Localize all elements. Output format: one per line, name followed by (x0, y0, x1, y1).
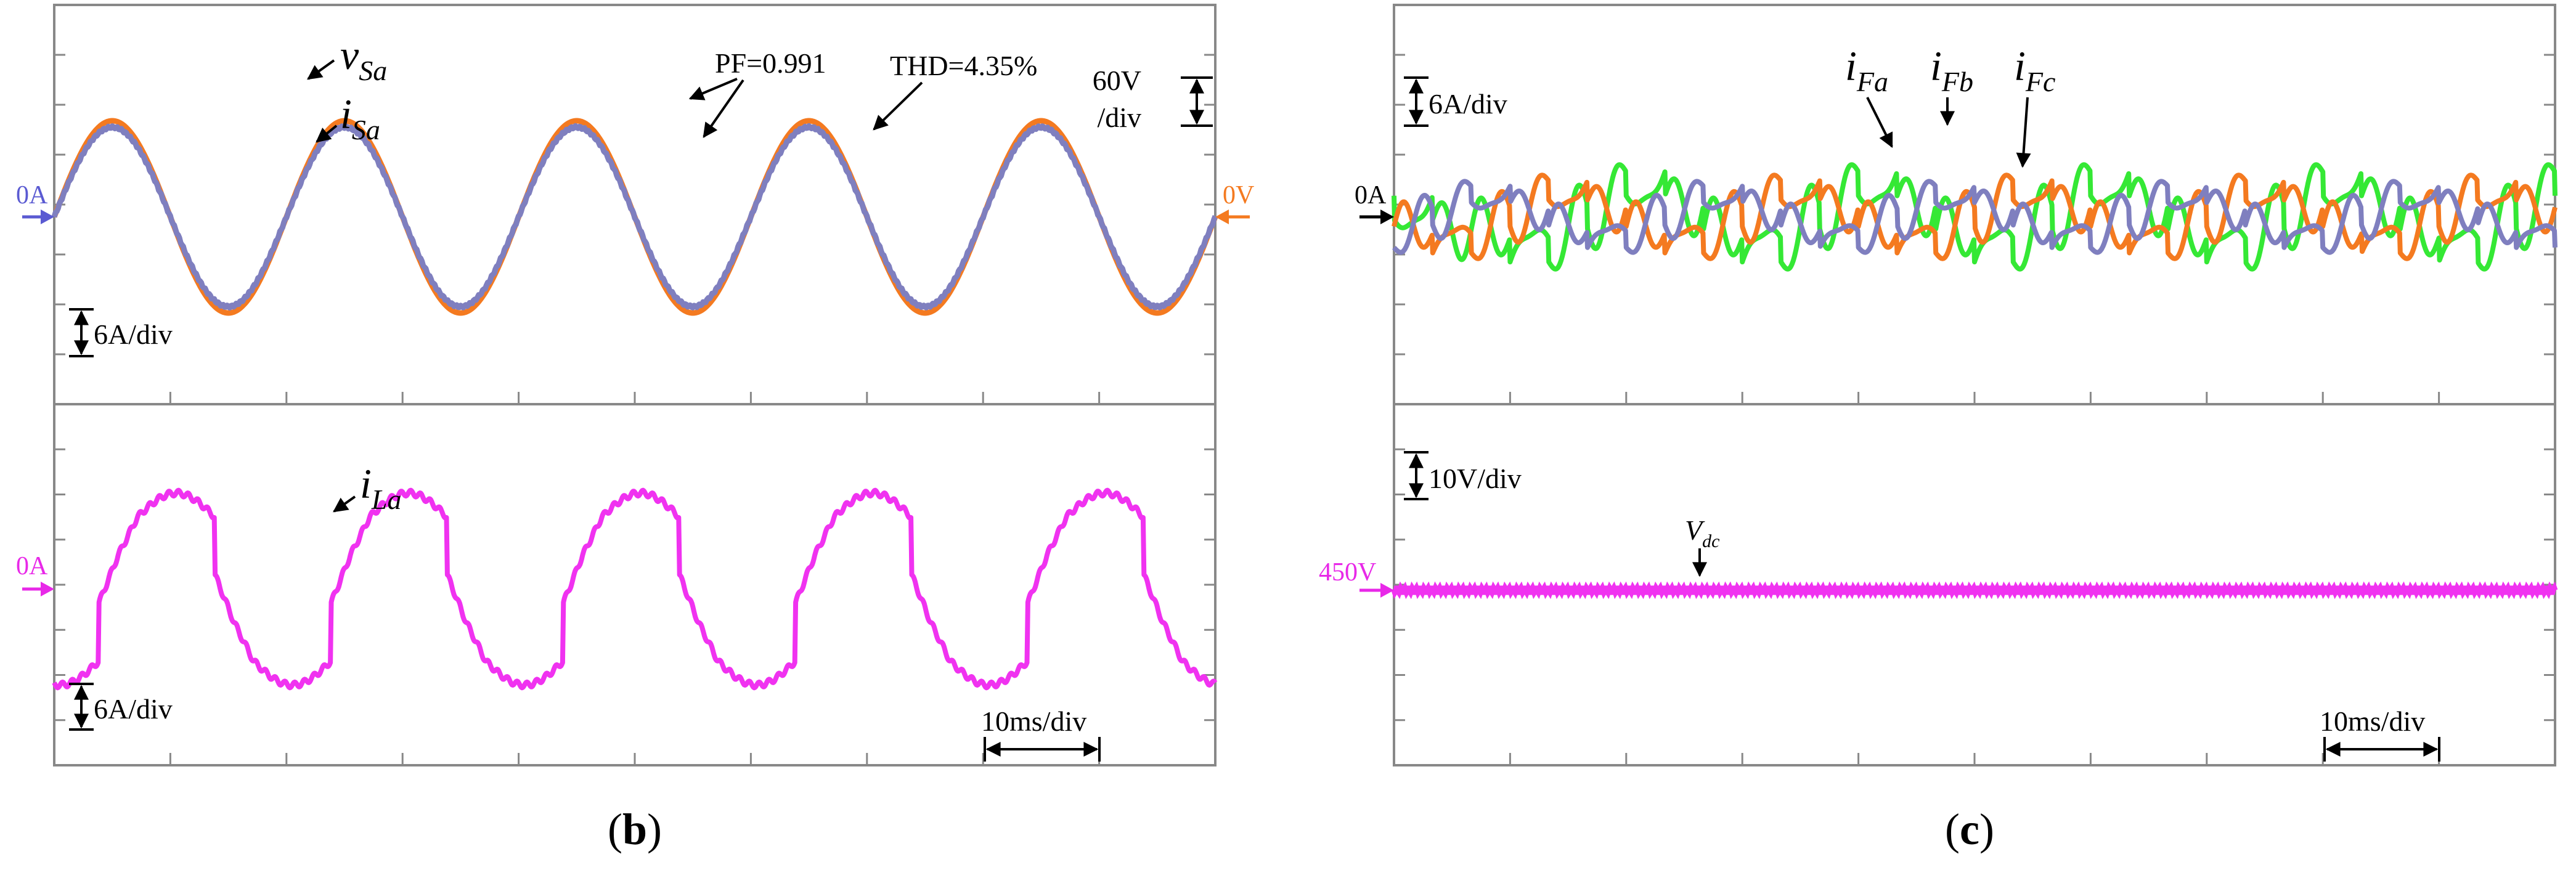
panel-c-oscilloscope: iFa iFb iFc 6A/div 0A 10V/div Vdc 450V 1… (1319, 4, 2558, 854)
label-v-scale-line2: /div (1097, 102, 1141, 133)
annotation-thd: THD=4.35% (890, 50, 1037, 81)
panel-b-grid (54, 54, 1215, 765)
arrow-pf-1 (688, 78, 738, 100)
panel-c-frame (1393, 4, 2556, 766)
panel-b-frame (53, 4, 1217, 766)
arrow-thd (873, 81, 923, 131)
caption-c: (c) (1945, 805, 1994, 854)
arrowhead-zero-left-bottom (41, 582, 54, 596)
label-ifa: iFa (1845, 43, 1888, 97)
label-v-scale-line1: 60V (1093, 65, 1141, 96)
trace-ila (52, 487, 1218, 691)
label-vdc: Vdc (1685, 514, 1719, 551)
arrowhead-zero-left-c (1380, 209, 1394, 224)
arrowhead-zero-right-top (1215, 209, 1229, 224)
label-zero-left-c: 0A (1355, 181, 1387, 209)
panel-b-oscilloscope: vSa iSa PF=0.991 THD=4.35% 60V /div 6A/d… (16, 4, 1254, 854)
label-time-scale-c: 10ms/div (2320, 705, 2425, 737)
arrowhead-vdc-level (1380, 583, 1394, 598)
arrow-ifa (1866, 97, 1893, 148)
trace-ifc (1392, 179, 2558, 255)
label-zero-right-top: 0V (1223, 181, 1254, 209)
label-ila: iLa (360, 460, 402, 515)
label-zero-left-top: 0A (16, 181, 48, 209)
label-ifc: iFc (2014, 43, 2055, 97)
trace-ifa (1392, 173, 2558, 261)
label-ifb: iFb (1930, 43, 1973, 97)
arrow-pf-2 (703, 79, 744, 138)
label-vsa: vSa (340, 31, 387, 86)
label-vdc-level: 450V (1319, 558, 1376, 587)
label-time-scale-b: 10ms/div (981, 705, 1086, 737)
label-zero-left-bottom: 0A (16, 552, 48, 580)
panel-c-grid (1394, 54, 2555, 765)
label-isa: iSa (340, 91, 380, 145)
arrow-ila (333, 495, 356, 513)
label-v-scale-c: 10V/div (1429, 463, 1522, 494)
trace-vdc (1391, 581, 2558, 600)
label-i-scale-top: 6A/div (94, 319, 173, 350)
annotation-pf: PF=0.991 (715, 47, 826, 79)
label-ic-scale-top: 6A/div (1429, 88, 1507, 120)
trace-ifb (1392, 162, 2558, 272)
label-i-scale-bottom: 6A/div (94, 693, 173, 725)
arrow-isa (316, 124, 338, 143)
arrowhead-zero-left-top (41, 209, 54, 224)
arrow-vsa (307, 59, 335, 80)
arrow-ifc (2016, 97, 2031, 168)
trace-isa (51, 123, 1218, 311)
caption-b: (b) (608, 805, 662, 854)
